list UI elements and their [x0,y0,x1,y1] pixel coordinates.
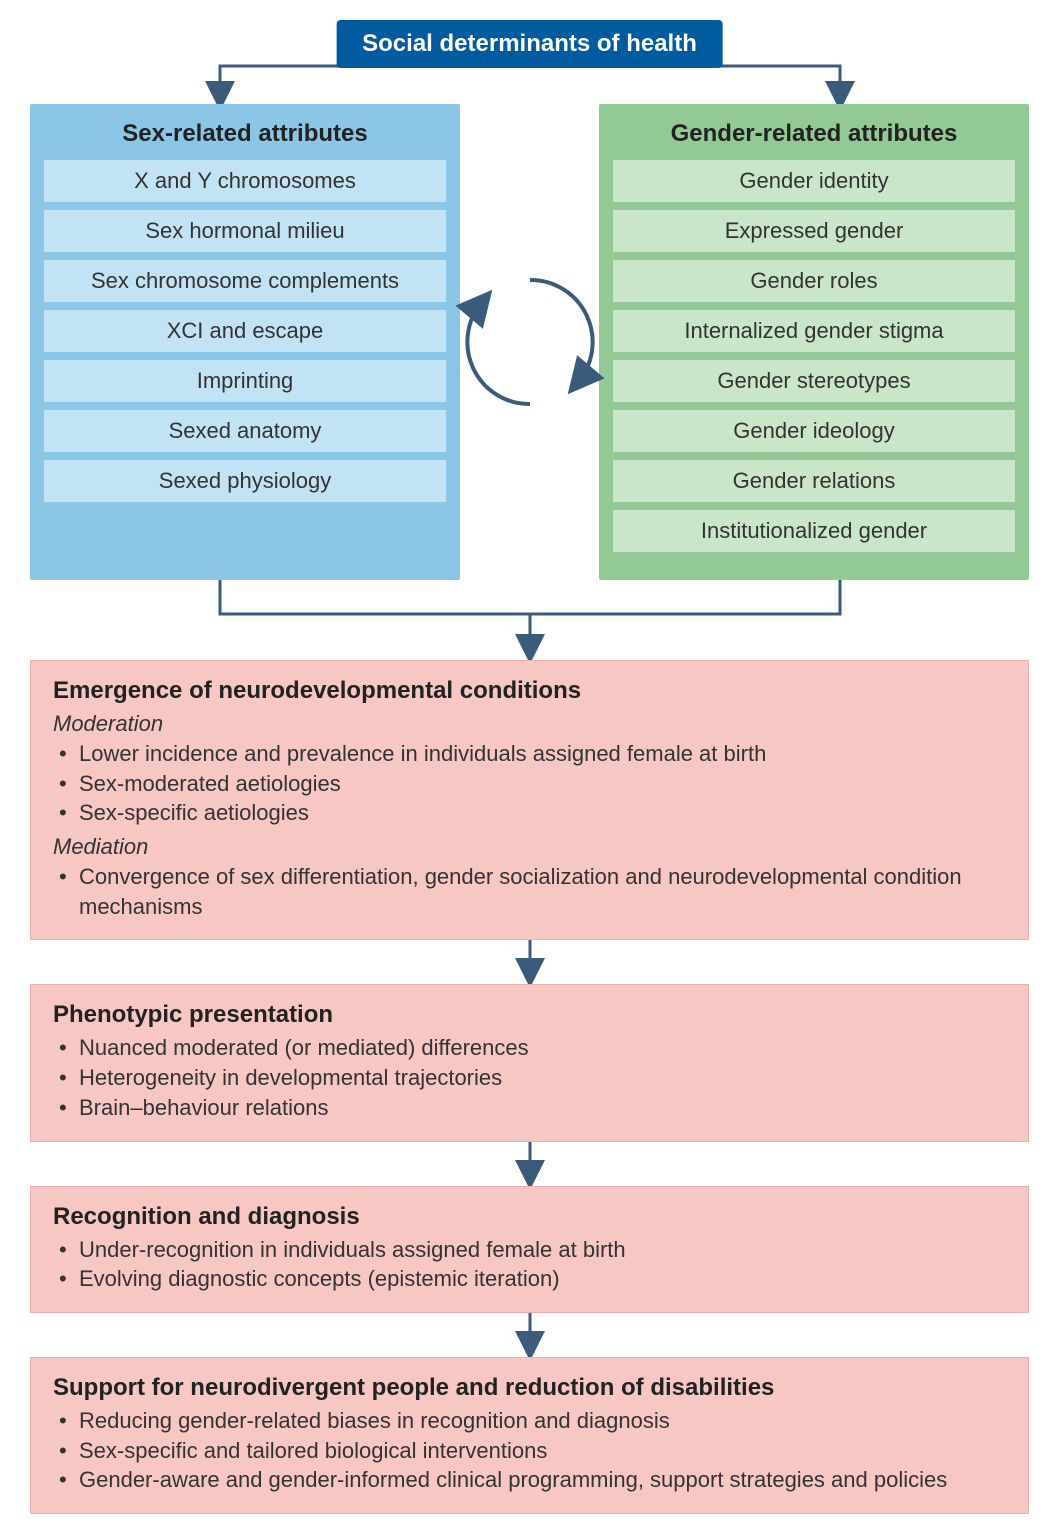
list-item: Sex-specific aetiologies [57,798,1006,828]
moderation-subheading: Moderation [53,711,1006,737]
list-item: Heterogeneity in developmental trajector… [57,1063,1006,1093]
recognition-title: Recognition and diagnosis [53,1203,1006,1231]
recognition-list: Under-recognition in individuals assigne… [53,1235,1006,1294]
support-title: Support for neurodivergent people and re… [53,1374,1006,1402]
list-item: Sex-moderated aetiologies [57,769,1006,799]
gender-attr-item: Gender stereotypes [613,360,1015,402]
list-item: Gender-aware and gender-informed clinica… [57,1465,1006,1495]
support-list: Reducing gender-related biases in recogn… [53,1406,1006,1495]
sex-related-attributes-box: Sex-related attributes X and Y chromosom… [30,104,460,580]
gender-attr-item: Institutionalized gender [613,510,1015,552]
down-arrow [30,1142,1029,1186]
sex-attr-item: Sexed anatomy [44,410,446,452]
boxes-to-pink-connector [30,580,1029,660]
attributes-row: Sex-related attributes X and Y chromosom… [30,104,1029,580]
down-arrow [30,1313,1029,1357]
gender-attr-item: Internalized gender stigma [613,310,1015,352]
sex-attr-item: X and Y chromosomes [44,160,446,202]
list-item: Under-recognition in individuals assigne… [57,1235,1006,1265]
phenotypic-title: Phenotypic presentation [53,1001,1006,1029]
gender-attr-item: Gender roles [613,260,1015,302]
gender-related-attributes-box: Gender-related attributes Gender identit… [599,104,1029,580]
phenotypic-box: Phenotypic presentation Nuanced moderate… [30,984,1029,1141]
support-box: Support for neurodivergent people and re… [30,1357,1029,1514]
gender-attr-item: Gender relations [613,460,1015,502]
list-item: Nuanced moderated (or mediated) differen… [57,1033,1006,1063]
moderation-list: Lower incidence and prevalence in indivi… [53,739,1006,828]
gender-attr-item: Expressed gender [613,210,1015,252]
sex-attr-item: Sex hormonal milieu [44,210,446,252]
sex-attr-item: XCI and escape [44,310,446,352]
sex-attr-item: Sexed physiology [44,460,446,502]
emergence-title: Emergence of neurodevelopmental conditio… [53,677,1006,705]
list-item: Brain–behaviour relations [57,1093,1006,1123]
list-item: Lower incidence and prevalence in indivi… [57,739,1006,769]
mediation-list: Convergence of sex differentiation, gend… [53,862,1006,921]
list-item: Reducing gender-related biases in recogn… [57,1406,1006,1436]
social-determinants-banner: Social determinants of health [336,20,723,68]
gender-attr-item: Gender identity [613,160,1015,202]
down-arrow [30,940,1029,984]
list-item: Sex-specific and tailored biological int… [57,1436,1006,1466]
sex-box-title: Sex-related attributes [44,120,446,148]
list-item: Evolving diagnostic concepts (epistemic … [57,1264,1006,1294]
list-item: Convergence of sex differentiation, gend… [57,862,1006,921]
sex-attr-item: Imprinting [44,360,446,402]
mediation-subheading: Mediation [53,834,1006,860]
recognition-box: Recognition and diagnosis Under-recognit… [30,1186,1029,1313]
cyclic-arrows-icon [450,262,610,422]
sex-attr-item: Sex chromosome complements [44,260,446,302]
emergence-box: Emergence of neurodevelopmental conditio… [30,660,1029,940]
phenotypic-list: Nuanced moderated (or mediated) differen… [53,1033,1006,1122]
gender-attr-item: Gender ideology [613,410,1015,452]
gender-box-title: Gender-related attributes [613,120,1015,148]
